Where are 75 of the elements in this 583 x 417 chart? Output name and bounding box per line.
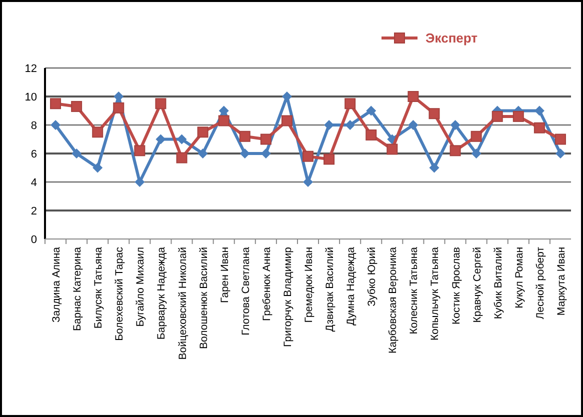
point	[92, 126, 104, 138]
point	[281, 115, 292, 126]
x-tick-label: Барварук Надежда	[156, 246, 168, 340]
point	[344, 98, 356, 110]
y-tick-label: 4	[30, 176, 37, 189]
x-tick-label: Барнас Катерина	[72, 246, 84, 331]
point	[71, 100, 82, 112]
point	[345, 120, 356, 130]
point	[113, 102, 124, 114]
x-tick-label: Маркута Иван	[555, 246, 568, 316]
point	[240, 148, 250, 158]
point	[50, 120, 61, 130]
point	[408, 120, 418, 130]
x-tick-label: Глотова Светлана	[240, 246, 252, 336]
point	[450, 120, 460, 130]
point	[176, 152, 188, 164]
y-tick-label: 2	[30, 205, 37, 218]
point	[429, 162, 440, 173]
y-tick-label: 12	[24, 62, 37, 75]
x-tick-label: Копыльчук Татьяна	[429, 246, 442, 340]
point	[302, 150, 314, 162]
point	[534, 122, 545, 134]
point	[260, 134, 272, 145]
x-tick-label: Гарен Иван	[218, 246, 231, 303]
point	[197, 126, 208, 138]
x-tick-label: Дзвирак Василий	[324, 246, 336, 332]
y-tick-label: 0	[30, 234, 37, 246]
point	[198, 148, 208, 158]
point	[324, 154, 335, 165]
point	[408, 91, 419, 102]
point	[72, 148, 82, 158]
x-tick-label: Кравчук Сергей	[471, 246, 484, 323]
point	[134, 177, 145, 187]
point	[534, 106, 544, 116]
point	[239, 130, 250, 142]
point	[471, 148, 482, 158]
x-tick-label: Костик Ярослав	[450, 246, 462, 324]
point	[386, 144, 398, 155]
x-tick-label: Гребенюк Анна	[260, 246, 273, 322]
x-tick-label: Думна Надежда	[345, 246, 358, 326]
point	[218, 115, 230, 126]
point	[554, 134, 566, 145]
point	[134, 145, 146, 156]
point	[450, 145, 461, 156]
y-tick-label: 8	[30, 120, 37, 132]
point	[470, 130, 482, 142]
x-tick-label: Карбовская Вероника	[387, 246, 400, 354]
point	[492, 110, 503, 122]
x-tick-label: Кукул Роман	[513, 246, 526, 308]
x-tick-label: Волошенюк Василий	[198, 246, 210, 349]
point	[156, 134, 166, 144]
point	[155, 98, 166, 110]
x-tick-label: Лесной роберт	[534, 246, 546, 320]
legend-label: Эксперт	[426, 30, 478, 46]
point	[218, 106, 229, 116]
x-tick-label: Бугайло Михаил	[134, 247, 147, 327]
x-tick-label: Билусяк Татьяна	[92, 246, 105, 329]
point	[555, 148, 566, 158]
point	[428, 108, 440, 120]
point	[366, 106, 376, 116]
x-tick-label: Кубик Виталий	[492, 246, 504, 320]
x-tick-label: Залдина Алина	[50, 246, 63, 322]
point	[366, 129, 377, 140]
x-tick-label: Григорчук Владимир	[282, 246, 294, 347]
point	[92, 162, 103, 173]
y-tick-label: 10	[24, 91, 37, 104]
x-tick-label: Войцеховский Николай	[176, 246, 189, 360]
y-tick-label: 6	[30, 148, 37, 160]
x-tick-label: Зубко Юрий	[366, 246, 378, 306]
point	[512, 110, 524, 122]
x-tick-label: Гремедюк Иван	[303, 246, 315, 323]
point	[50, 98, 62, 110]
point	[176, 134, 187, 144]
x-tick-label: Болехевский Тарас	[114, 247, 126, 341]
x-tick-label: Колесник Татьяна	[408, 246, 420, 334]
